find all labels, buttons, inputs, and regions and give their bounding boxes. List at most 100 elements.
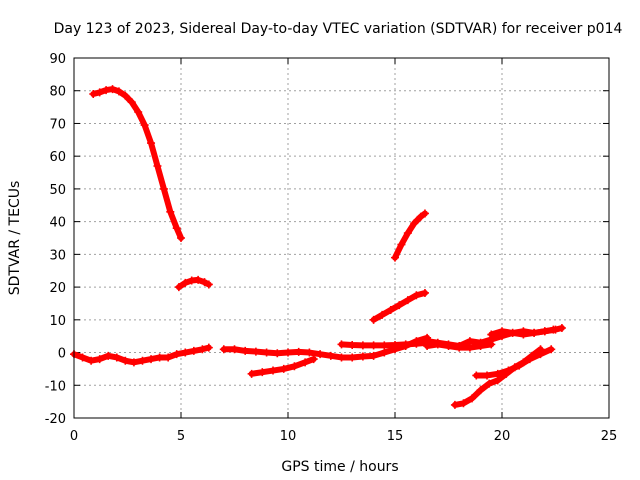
data-point [369,341,378,350]
data-point [410,219,419,228]
data-point [258,368,267,377]
data-point [455,343,464,352]
data-point [557,324,566,332]
series-11 [487,324,566,339]
data-point [89,90,98,98]
data-point [121,91,130,100]
data-point [147,355,156,364]
data-point [251,347,260,356]
data-point [412,339,421,348]
y-tick-label: 80 [49,85,66,100]
data-point [386,306,395,314]
data-point [172,350,181,359]
data-point [476,342,485,350]
data-point [316,350,325,359]
data-point [181,348,190,357]
series-8 [391,209,429,262]
data-point [326,351,335,360]
data-point [121,356,130,365]
data-point [380,348,389,357]
data-point [420,209,429,218]
data-point [468,394,477,403]
data-point [397,240,406,249]
data-point [380,341,389,350]
data-point [540,327,549,336]
data-point [433,340,442,349]
y-tick-label: -20 [45,412,66,427]
data-point [508,328,517,337]
data-point [450,400,459,409]
data-point [391,341,399,350]
y-tick-label: 20 [49,281,66,296]
data-point [551,325,560,334]
data-point [309,355,318,364]
data-point [519,330,528,339]
data-point [465,343,474,352]
data-point [147,139,156,148]
series-10 [423,340,496,352]
y-tick-label: 40 [49,216,66,231]
data-point [200,278,209,287]
data-point [273,349,282,358]
data-point [412,291,421,300]
y-tick-label: 50 [49,183,66,198]
data-point [459,399,468,408]
x-tick-label: 5 [177,429,185,444]
data-point [504,366,513,375]
data-point [279,364,288,373]
series-1 [89,85,185,242]
data-point [301,358,310,367]
data-point [181,278,190,287]
data-point [487,340,496,349]
data-point [108,85,117,94]
data-point [241,346,250,355]
data-point [140,121,149,130]
data-point [525,355,534,364]
chart-title: Day 123 of 2023, Sidereal Day-to-day VTE… [54,21,623,37]
data-point [153,162,162,170]
data-point [138,356,147,365]
data-point [337,340,346,349]
data-point [177,234,185,242]
data-point [164,353,173,362]
data-point [104,351,113,360]
data-point [378,310,387,319]
data-point [87,356,96,365]
y-tick-label: 70 [49,117,66,132]
data-point [536,350,545,359]
data-point [403,229,412,238]
data-point [416,212,425,221]
data-point [284,348,292,357]
data-point [401,340,410,349]
series-13 [472,345,556,380]
data-point [369,351,378,360]
data-point [159,184,168,193]
data-point [95,88,104,97]
grid [74,58,609,418]
data-point [493,369,502,378]
y-tick-label: 90 [49,52,66,67]
y-tick-label: 60 [49,150,66,165]
x-tick-label: 0 [70,429,78,444]
data-point [204,280,213,289]
data-point [174,283,183,292]
data-point [155,353,164,362]
data-point [78,353,87,362]
y-tick-label: 10 [49,314,66,329]
series-6 [337,338,432,350]
data-point [483,371,492,380]
y-tick-label: -10 [45,379,66,394]
data-point [369,315,378,324]
data-point [189,346,198,355]
series-3 [70,343,213,367]
axis-ticks: 0 5 10 15 20 25 -20 -10 0 10 20 30 40 50 60 70 80 90 [45,52,618,444]
data-point [395,301,404,310]
data-point [444,342,453,350]
series-4 [219,333,432,362]
series-7 [369,288,429,324]
data-point [348,353,357,362]
x-tick-label: 20 [494,429,511,444]
data-point [262,348,271,357]
